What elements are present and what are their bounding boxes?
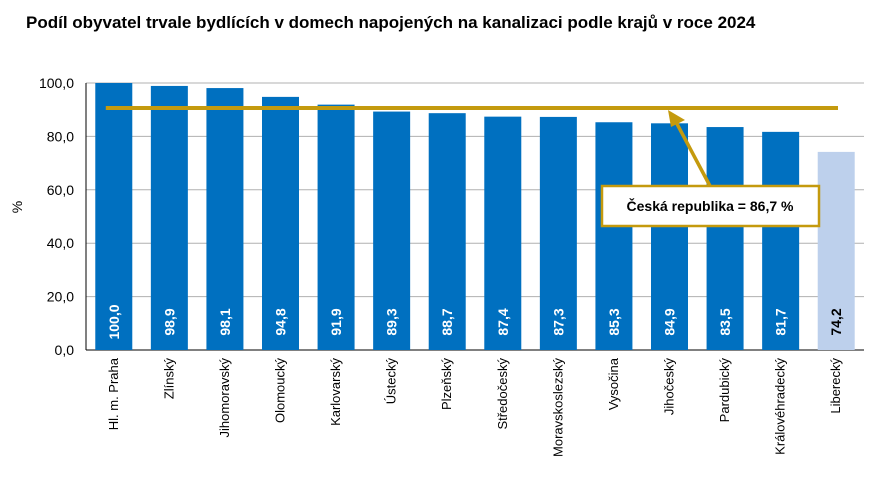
bar <box>706 127 744 351</box>
data-label: 98,1 <box>217 308 233 335</box>
y-tick-label: 60,0 <box>47 182 74 198</box>
bar <box>373 111 411 350</box>
x-tick-label: Olomoucký <box>273 358 288 424</box>
y-axis-label: % <box>9 201 25 213</box>
x-tick-label: Liberecký <box>828 358 843 414</box>
data-labels: 100,0 98,9 98,1 94,8 91,9 89,3 88,7 87,4 87,3 85,… <box>106 304 844 339</box>
bar <box>206 88 244 350</box>
x-tick-label: Jihomoravský <box>217 358 232 438</box>
y-tick-label: 100,0 <box>39 75 74 91</box>
bar <box>262 96 299 350</box>
data-label: 83,5 <box>717 308 733 335</box>
data-label: 100,0 <box>106 304 122 339</box>
x-tick-label: Ústecký <box>384 358 399 405</box>
x-tick-label: Středočeský <box>495 358 510 430</box>
x-tick-label: Královéhradecký <box>773 358 788 455</box>
data-label: 85,3 <box>606 308 622 335</box>
data-label: 74,2 <box>828 308 844 335</box>
y-axis: 0,0 20,0 40,0 60,0 80,0 100,0% <box>9 75 864 358</box>
bar <box>150 85 188 350</box>
x-tick-label: Vysočina <box>606 357 621 410</box>
callout-box <box>600 184 821 228</box>
data-label: 87,3 <box>550 308 566 335</box>
callout-arrow-line <box>674 121 712 187</box>
x-tick-label: Zlínský <box>161 358 176 400</box>
bar <box>317 104 355 350</box>
data-label: 81,7 <box>773 308 789 335</box>
data-label: 94,8 <box>273 308 289 335</box>
y-tick-label: 0,0 <box>55 342 75 358</box>
bar <box>428 113 466 351</box>
x-tick-label: Karlovarský <box>328 358 343 426</box>
reference-label: Česká republika = 86,7 % <box>627 197 794 214</box>
y-tick-label: 80,0 <box>47 128 74 144</box>
bar <box>595 122 633 351</box>
data-label: 89,3 <box>384 308 400 335</box>
x-tick-label: Pardubický <box>717 358 732 423</box>
x-axis-categories: Hl. m. Praha Zlínský Jihomoravský Olomoucký… <box>106 357 843 457</box>
bar <box>651 123 688 350</box>
bar <box>95 83 133 350</box>
x-tick-label: Plzeňský <box>439 358 454 411</box>
bars <box>95 83 855 351</box>
x-tick-label: Moravskoslezský <box>550 358 565 457</box>
data-label: 87,4 <box>495 308 511 335</box>
x-tick-label: Jihočeský <box>662 358 677 416</box>
callout-arrow-head <box>668 110 685 127</box>
y-tick-label: 40,0 <box>47 235 74 251</box>
bar <box>484 116 522 350</box>
bar <box>762 131 800 350</box>
bar <box>817 151 855 350</box>
chart-title: Podíl obyvatel trvale bydlících v domech… <box>26 13 756 32</box>
y-tick-label: 20,0 <box>47 289 74 305</box>
data-label: 91,9 <box>328 308 344 335</box>
bar <box>539 116 577 350</box>
reference-line-group: Česká republika = 86,7 % <box>105 106 838 228</box>
x-tick-label: Hl. m. Praha <box>106 357 121 430</box>
data-label: 88,7 <box>439 308 455 335</box>
data-label: 84,9 <box>662 308 678 335</box>
data-label: 98,9 <box>161 308 177 335</box>
